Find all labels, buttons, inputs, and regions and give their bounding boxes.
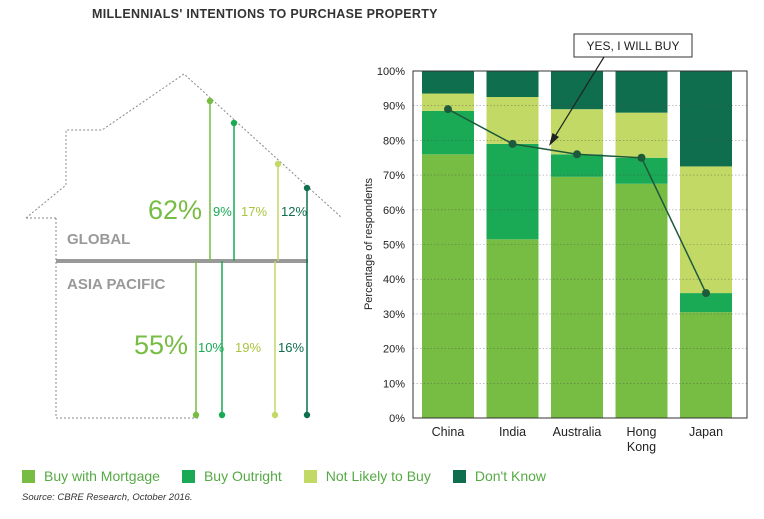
legend-swatch-dont-know — [452, 469, 466, 483]
legend-swatch-not-likely — [303, 469, 317, 483]
y-tick-label-6: 60% — [383, 205, 405, 217]
plot-frame — [412, 70, 748, 419]
asia-outright-value: 10% — [198, 340, 224, 355]
bar-dont-know-4 — [680, 71, 732, 167]
callout-arrow — [553, 56, 605, 139]
bar-not-likely-4 — [680, 166, 732, 294]
y-tick-label-10: 100% — [377, 66, 405, 78]
global-dont-know-value: 12% — [281, 204, 307, 219]
bar-mortgage-4 — [680, 312, 732, 418]
y-tick-label-4: 40% — [383, 274, 405, 286]
yes-point-4 — [702, 289, 710, 298]
legend-item-not-likely: Not Likely to Buy — [303, 468, 431, 484]
global-mortgage-value: 62% — [148, 195, 202, 225]
page-title: MILLENNIALS' INTENTIONS TO PURCHASE PROP… — [92, 7, 438, 21]
bars-layer — [422, 71, 732, 418]
x-tick-label-1: India — [499, 425, 526, 439]
bar-outright-4 — [680, 293, 732, 313]
asia-mortgage-value: 55% — [134, 330, 188, 360]
yes-point-2 — [573, 150, 581, 159]
legend-label-mortgage: Buy with Mortgage — [44, 468, 160, 484]
global-outright-value: 9% — [213, 204, 232, 219]
bar-mortgage-3 — [615, 183, 668, 418]
global-not-likely-value: 17% — [241, 204, 267, 219]
bar-outright-0 — [422, 110, 474, 155]
global-label: GLOBAL — [67, 231, 130, 248]
y-tick-label-8: 80% — [383, 135, 405, 147]
source-note: Source: CBRE Research, October 2016. — [22, 492, 193, 503]
legend: Buy with Mortgage Buy Outright Not Likel… — [22, 468, 568, 484]
y-tick-label-9: 90% — [383, 101, 405, 113]
bar-dont-know-3 — [615, 71, 668, 113]
asia-not-likely-value: 19% — [235, 340, 261, 355]
bar-outright-3 — [615, 157, 668, 184]
asia-stems — [192, 261, 311, 419]
y-tick-label-0: 0% — [389, 413, 405, 425]
bar-mortgage-0 — [422, 154, 474, 418]
bar-not-likely-2 — [551, 109, 603, 155]
legend-swatch-outright — [181, 469, 195, 483]
x-tick-label-3: Hong Kong — [627, 425, 657, 454]
legend-label-not-likely: Not Likely to Buy — [325, 468, 431, 484]
bar-mortgage-2 — [551, 176, 603, 418]
y-tick-label-3: 30% — [383, 309, 405, 321]
x-tick-label-2: Australia — [553, 425, 602, 439]
callout-arrowhead — [549, 133, 559, 146]
y-tick-label-1: 10% — [383, 378, 405, 390]
bar-not-likely-0 — [422, 93, 474, 111]
yes-point-1 — [508, 139, 517, 148]
bar-not-likely-3 — [615, 112, 668, 158]
y-tick-label-2: 20% — [383, 344, 405, 356]
callout-label: YES, I WILL BUY — [587, 39, 680, 53]
bar-dont-know-2 — [551, 71, 603, 110]
asia-pacific-label: ASIA PACIFIC — [67, 276, 166, 293]
bar-outright-1 — [486, 143, 539, 240]
asia-dont-know-value: 16% — [278, 340, 304, 355]
axes-layer: 0% 10% 20% 30% 40% 50% 60% 70% 80% 90% 100% Percent… — [363, 66, 748, 454]
y-tick-label-7: 70% — [383, 170, 405, 182]
legend-item-outright: Buy Outright — [181, 468, 282, 484]
y-axis-title: Percentage of respondents — [363, 177, 375, 310]
legend-item-mortgage: Buy with Mortgage — [22, 468, 160, 484]
bar-dont-know-1 — [486, 71, 539, 98]
legend-label-dont-know: Don't Know — [474, 468, 546, 484]
legend-item-dont-know: Don't Know — [452, 468, 546, 484]
x-tick-label-4: Japan — [689, 425, 723, 439]
legend-label-outright: Buy Outright — [203, 468, 282, 484]
bar-dont-know-0 — [422, 71, 474, 94]
bar-outright-2 — [551, 154, 603, 177]
bar-mortgage-1 — [486, 239, 539, 418]
bar-not-likely-1 — [486, 97, 539, 144]
y-tick-label-5: 50% — [383, 240, 405, 252]
callout: YES, I WILL BUY — [549, 33, 693, 146]
yes-point-0 — [444, 105, 452, 114]
legend-swatch-mortgage — [22, 469, 35, 483]
yes-point-3 — [637, 153, 646, 162]
x-tick-label-0: China — [432, 425, 465, 439]
callout-box — [573, 33, 693, 58]
yes-line-layer — [444, 105, 710, 298]
global-stems — [206, 97, 311, 261]
